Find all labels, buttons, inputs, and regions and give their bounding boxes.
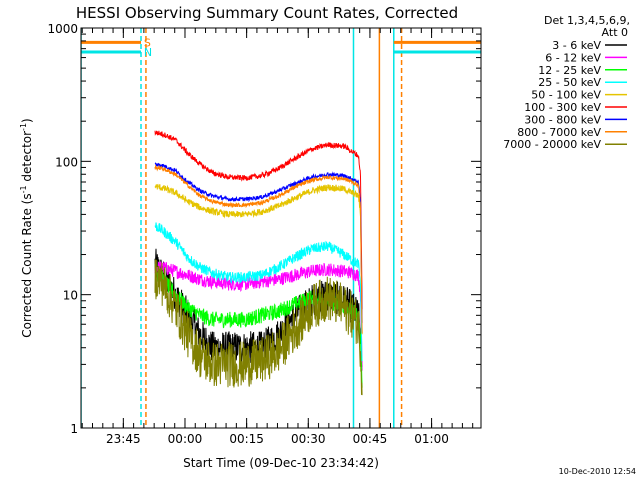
y-label-end: ) [20, 118, 34, 123]
legend-header-attenuator: Att 0 [602, 26, 628, 39]
y-tick-label: 1 [70, 422, 78, 436]
chart-title: HESSI Observing Summary Count Rates, Cor… [76, 4, 458, 22]
y-axis-label: Corrected Count Rate (s-1 detector-1) [19, 118, 34, 337]
series-line [154, 259, 363, 396]
series-line [154, 183, 363, 335]
y-tick-label: 100 [55, 155, 78, 169]
x-tick-label: 00:45 [353, 432, 388, 446]
x-tick-label: 00:00 [168, 432, 203, 446]
plot-frame [80, 27, 482, 429]
y-label-mid: detector [20, 131, 34, 186]
x-axis-label: Start Time (09-Dec-10 23:34:42) [183, 456, 379, 470]
legend-label: 300 - 800 keV [524, 113, 601, 126]
y-label-sup2: -1 [19, 123, 28, 131]
timestamp: 10-Dec-2010 12:54 [559, 467, 636, 476]
x-tick-label: 01:00 [414, 432, 449, 446]
y-tick-label: 1000 [47, 22, 78, 36]
y-label-main: Corrected Count Rate (s [20, 193, 34, 337]
flag-label: S [144, 36, 151, 49]
legend-label: 800 - 7000 keV [517, 126, 601, 139]
legend-label: 3 - 6 keV [552, 39, 601, 52]
legend-header-detectors: Det 1,3,4,5,6,9, [544, 14, 630, 27]
legend-label: 6 - 12 keV [545, 51, 601, 64]
series-line [154, 261, 363, 371]
series-layer [154, 130, 363, 396]
legend-label: 100 - 300 keV [524, 101, 601, 114]
instrument-marker-lines [81, 28, 403, 428]
series-line [154, 164, 363, 334]
flag-label: N [144, 46, 152, 59]
x-tick-label: 00:30 [291, 432, 326, 446]
x-tick-label: 00:15 [229, 432, 264, 446]
y-label-sup1: -1 [19, 185, 28, 193]
series-line [154, 130, 363, 310]
series-line [154, 222, 363, 362]
legend-label: 7000 - 20000 keV [503, 138, 601, 151]
y-axis: 1 10 100 1000 [47, 22, 481, 436]
x-tick-label: 23:45 [106, 432, 141, 446]
legend-label: 25 - 50 keV [538, 76, 601, 89]
observing-flags: SN [81, 36, 481, 59]
legend-label: 50 - 100 keV [531, 89, 601, 102]
legend-label: 12 - 25 keV [538, 64, 601, 77]
y-tick-label: 10 [63, 289, 78, 303]
series-line [154, 162, 363, 323]
x-axis: 23:45 00:00 00:15 00:30 00:45 01:00 [81, 28, 474, 446]
